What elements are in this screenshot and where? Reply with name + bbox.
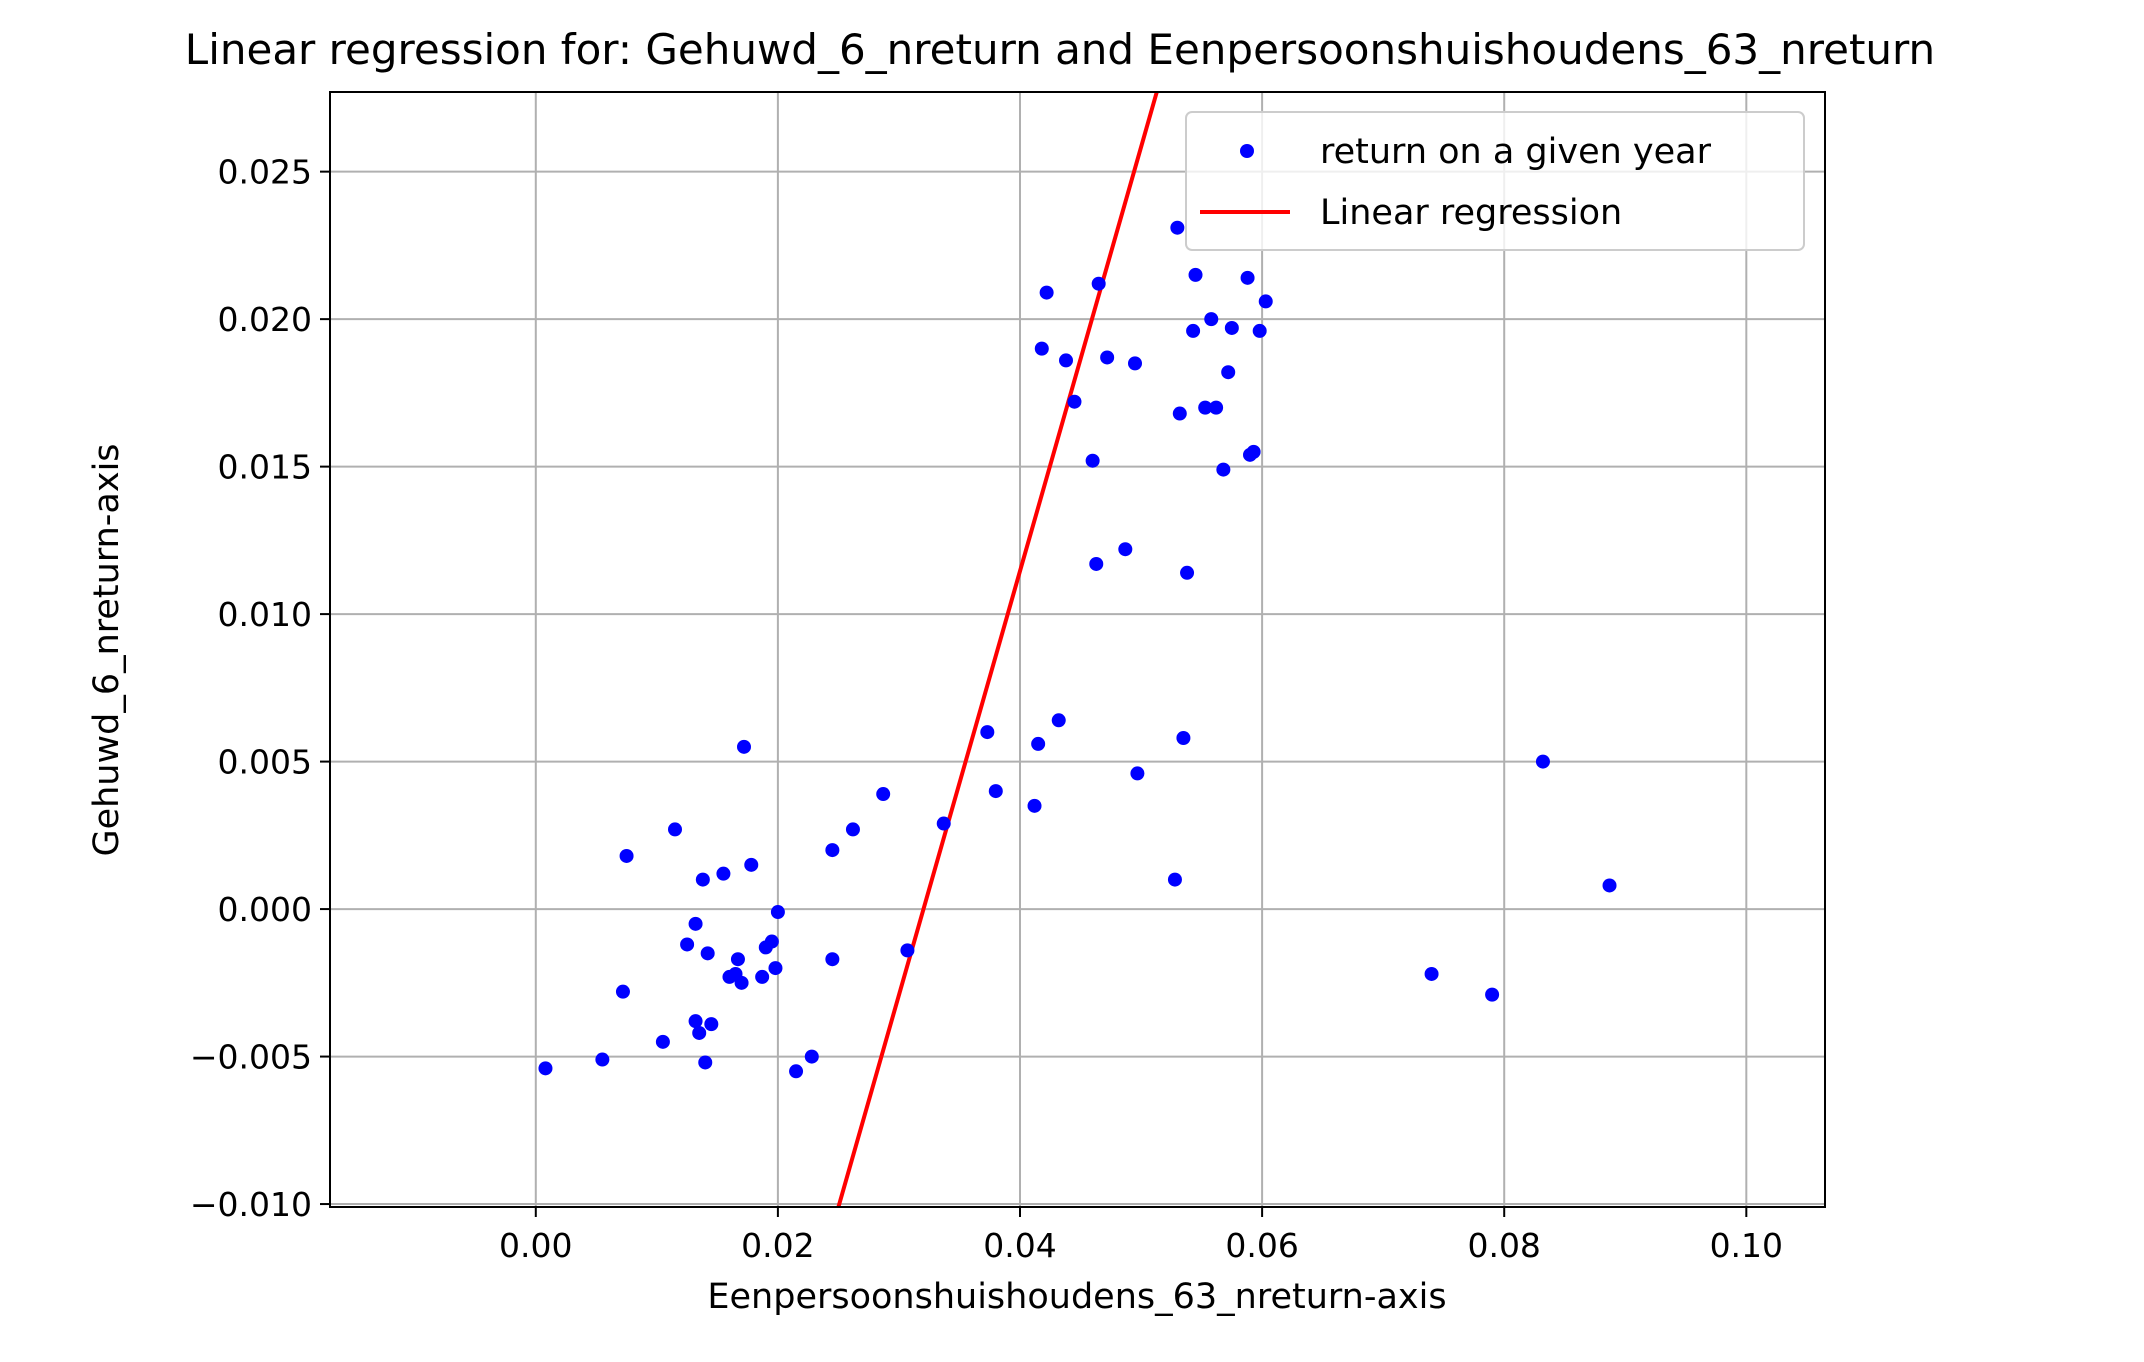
scatter-point — [1258, 294, 1273, 309]
scatter-point — [1180, 565, 1195, 580]
scatter-points — [538, 220, 1617, 1079]
scatter-point — [1221, 365, 1236, 380]
x-axis-label: Eenpersoonshuishoudens_63_nreturn-axis — [707, 1277, 1446, 1317]
scatter-point — [1602, 878, 1617, 893]
scatter-point — [845, 822, 860, 837]
scatter-point — [680, 937, 695, 952]
scatter-point — [900, 943, 915, 958]
scatter-point — [737, 739, 751, 754]
legend-scatter-label: return on a given year — [1320, 132, 1712, 172]
scatter-point — [1485, 987, 1500, 1002]
scatter-point — [619, 848, 634, 863]
legend-box — [1185, 111, 1805, 251]
scatter-point — [1128, 356, 1142, 371]
plot-area — [330, 92, 1825, 1207]
x-tick-label: 0.06 — [1225, 1226, 1298, 1265]
scatter-point — [789, 1064, 804, 1079]
scatter-point — [695, 872, 710, 887]
scatter-point — [1240, 270, 1255, 285]
scatter-point — [1059, 353, 1073, 368]
scatter-point — [1252, 323, 1267, 338]
y-tick-label: 0.025 — [218, 153, 312, 192]
scatter-point — [615, 984, 630, 999]
scatter-point — [825, 843, 840, 858]
legend-scatter-marker — [1240, 144, 1254, 158]
scatter-point — [1188, 267, 1203, 282]
scatter-point — [692, 1025, 707, 1040]
y-tick-label: 0.010 — [218, 595, 312, 634]
scatter-point — [698, 1055, 713, 1070]
scatter-point — [1027, 798, 1042, 813]
scatter-point — [1170, 220, 1185, 235]
scatter-point — [1089, 556, 1104, 571]
scatter-point — [704, 1017, 719, 1032]
scatter-point — [1167, 872, 1182, 887]
y-tick-label: 0.015 — [218, 448, 312, 487]
legend-regression-label: Linear regression — [1320, 193, 1622, 233]
x-tick-label: 0.02 — [741, 1226, 814, 1265]
scatter-point — [1186, 323, 1201, 338]
scatter-point — [1176, 730, 1191, 745]
scatter-point — [1224, 320, 1239, 335]
scatter-point — [734, 975, 749, 990]
regression-line-group — [836, 92, 1159, 1207]
y-tick-label: 0.020 — [218, 300, 312, 339]
regression-line — [836, 92, 1159, 1207]
y-tick-label: 0.005 — [218, 743, 312, 782]
y-axis-ticks: −0.010 −0.005 0.000 0.005 0.010 0.015 0.020 0.0… — [190, 153, 330, 1224]
scatter-point — [668, 822, 682, 837]
scatter-point — [825, 952, 840, 967]
scatter-point — [936, 816, 951, 831]
plot-frame — [329, 91, 1826, 1208]
y-tick-label: −0.010 — [190, 1185, 312, 1224]
scatter-point — [688, 916, 703, 931]
y-tick-label: 0.000 — [218, 890, 312, 929]
scatter-point — [988, 784, 1003, 799]
scatter-point — [655, 1034, 670, 1049]
scatter-point — [1130, 766, 1145, 781]
grid-lines — [330, 92, 1825, 1207]
scatter-point — [730, 952, 745, 967]
scatter-point — [744, 857, 759, 872]
scatter-point — [1051, 713, 1066, 728]
scatter-point — [980, 725, 995, 740]
y-axis-label: Gehuwd_6_nreturn-axis — [87, 443, 127, 856]
scatter-point — [700, 946, 715, 961]
scatter-point — [1246, 444, 1261, 459]
scatter-point — [1172, 406, 1187, 421]
scatter-point — [755, 969, 770, 984]
scatter-point — [1209, 400, 1224, 415]
scatter-point — [768, 961, 783, 976]
scatter-point — [1535, 754, 1550, 769]
y-tick-label: −0.005 — [190, 1038, 312, 1077]
scatter-point — [716, 866, 731, 881]
x-tick-label: 0.04 — [983, 1226, 1056, 1265]
scatter-point — [688, 1014, 703, 1029]
x-axis-ticks: 0.00 0.02 0.04 0.06 0.08 0.10 — [499, 1207, 1783, 1265]
scatter-point — [1085, 453, 1100, 468]
x-tick-label: 0.10 — [1710, 1226, 1783, 1265]
scatter-point — [1100, 350, 1115, 365]
scatter-point — [1091, 276, 1106, 291]
scatter-point — [1216, 462, 1231, 477]
scatter-point — [770, 905, 785, 920]
x-tick-label: 0.08 — [1467, 1226, 1540, 1265]
chart-title: Linear regression for: Gehuwd_6_nreturn … — [185, 25, 1935, 74]
scatter-point — [538, 1061, 553, 1076]
scatter-point — [1204, 312, 1219, 327]
scatter-point — [1067, 394, 1082, 409]
scatter-point — [595, 1052, 610, 1067]
scatter-point — [1198, 400, 1213, 415]
scatter-point — [1034, 341, 1049, 356]
scatter-point — [1039, 285, 1054, 300]
x-tick-label: 0.00 — [499, 1226, 572, 1265]
scatter-point — [876, 787, 891, 802]
scatter-point — [1424, 966, 1439, 981]
scatter-point — [1031, 736, 1046, 751]
legend: return on a given year Linear regression — [1185, 111, 1805, 251]
scatter-point — [764, 934, 779, 949]
scatter-point — [804, 1049, 819, 1064]
scatter-point — [1118, 542, 1133, 557]
